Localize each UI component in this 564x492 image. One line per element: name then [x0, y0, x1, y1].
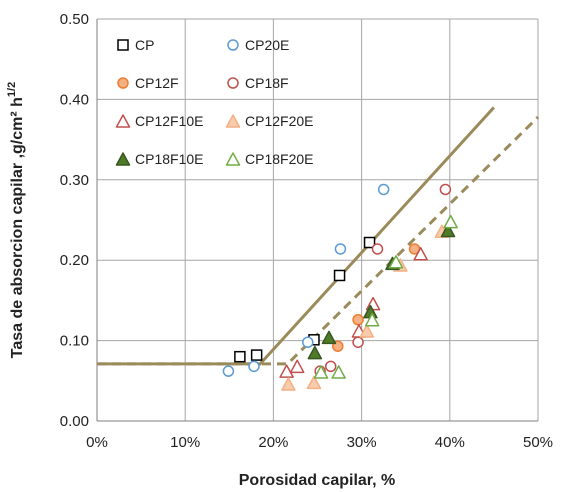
axes: 0% 10% 20% 30% 40% 50% 0.00 0.10 0.20 0.30 0.40 0.5… — [60, 11, 553, 451]
x-tick-label: 40% — [435, 434, 465, 451]
x-tick-label: 20% — [258, 434, 288, 451]
y-tick-label: 0.00 — [60, 413, 89, 430]
legend: CP CP20E CP12F CP18F CP12F10E CP12F20E CP18F10… — [115, 37, 313, 167]
x-tick-label: 30% — [347, 434, 377, 451]
y-axis-title-superscript: 1/2 — [6, 82, 18, 97]
point-cp18f20e — [388, 255, 404, 269]
point-cp12f10e — [289, 359, 305, 374]
legend-marker-cp18f — [227, 77, 239, 89]
legend-label-cp12f: CP12F — [135, 75, 179, 91]
y-tick-label: 0.50 — [60, 11, 89, 28]
point-cp18f10e — [440, 223, 456, 238]
x-tick-label: 10% — [170, 434, 200, 451]
point-cp18f20e — [364, 312, 380, 327]
point-cp20e — [222, 365, 235, 377]
point-cp12f10e — [279, 364, 294, 378]
legend-marker-cp12f10e — [115, 114, 131, 128]
point-cp20e — [302, 336, 314, 348]
point-cp18f — [439, 183, 452, 196]
point-cp12f20e — [359, 324, 375, 338]
point-cp20e — [334, 243, 347, 255]
y-tick-label: 0.30 — [60, 172, 89, 189]
point-cp — [250, 349, 263, 361]
point-cp — [363, 236, 376, 249]
legend-label-cp20e: CP20E — [245, 37, 289, 53]
y-axis-title: Tasa de absorcion capilar ,g/cm² h1/2 — [6, 82, 26, 358]
point-cp20e — [377, 183, 390, 196]
point-cp18f20e — [331, 365, 346, 379]
y-tick-label: 0.40 — [60, 91, 89, 108]
point-cp18f20e — [313, 365, 329, 379]
x-tick-label: 0% — [86, 434, 108, 451]
point-cp12f20e — [281, 377, 296, 391]
point-cp — [234, 350, 246, 363]
point-cp — [333, 269, 346, 282]
point-cp18f10e — [307, 345, 323, 360]
legend-label-cp12f10e: CP12F10E — [135, 113, 203, 129]
legend-label-cp12f20e: CP12F20E — [245, 113, 313, 129]
y-tick-label: 0.20 — [60, 252, 89, 269]
legend-marker-cp12f — [117, 77, 129, 89]
legend-marker-cp18f20e — [225, 152, 241, 166]
legend-marker-cp18f10e — [115, 152, 131, 166]
point-cp18f10e — [321, 330, 337, 345]
fit-line-solid — [97, 106, 496, 366]
y-tick-label: 0.10 — [60, 333, 89, 350]
fit-lines — [97, 106, 540, 366]
point-cp12f — [352, 313, 364, 326]
legend-label-cp: CP — [135, 37, 154, 53]
point-cp12f10e — [413, 247, 428, 261]
point-cp18f20e — [443, 214, 458, 229]
legend-marker-cp — [117, 39, 129, 51]
legend-label-cp18f: CP18F — [245, 75, 289, 91]
legend-label-cp18f10e: CP18F10E — [135, 151, 203, 167]
point-cp20e — [248, 360, 260, 373]
legend-marker-cp20e — [227, 39, 239, 51]
legend-label-cp18f20e: CP18F20E — [245, 151, 313, 167]
fit-line-dashed — [97, 116, 540, 366]
point-cp18f — [352, 336, 364, 348]
point-cp18f — [371, 243, 384, 255]
point-cp18f — [324, 360, 337, 373]
x-axis-title: Porosidad capilar, % — [239, 472, 396, 489]
point-cp12f20e — [306, 375, 322, 390]
x-tick-label: 50% — [523, 434, 553, 451]
legend-marker-cp12f20e — [225, 114, 241, 128]
y-axis-title-main: Tasa de absorcion capilar ,g/cm² h — [9, 97, 26, 358]
data-markers — [222, 183, 458, 391]
